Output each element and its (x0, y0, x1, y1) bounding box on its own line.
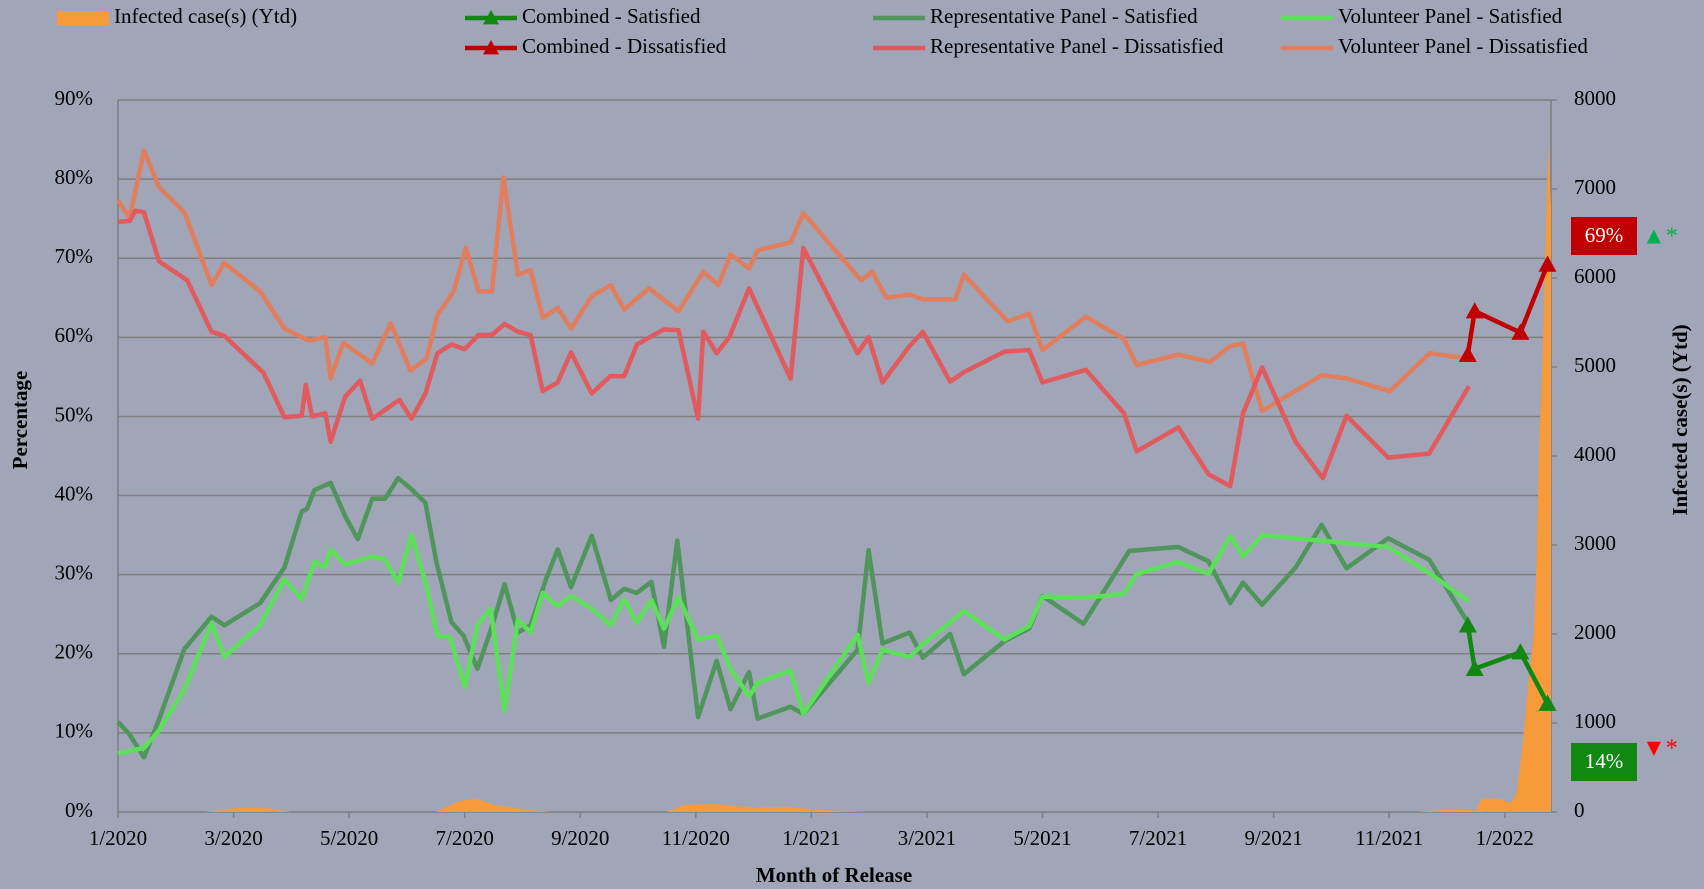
marker (1465, 659, 1484, 677)
y-tick-label: 60% (55, 323, 94, 347)
annotation: 14% (1585, 749, 1624, 773)
y-tick-label: 90% (55, 86, 94, 110)
y-tick-label: 70% (55, 244, 94, 268)
y2-tick-label: 4000 (1574, 442, 1616, 466)
x-tick-label: 1/2021 (782, 826, 840, 850)
y2-tick-label: 5000 (1574, 353, 1616, 377)
x-tick-label: 5/2021 (1013, 826, 1071, 850)
y-tick-label: 40% (55, 481, 94, 505)
marker (1538, 694, 1557, 711)
legend-label: Representative Panel - Dissatisfied (930, 34, 1224, 58)
line (116, 475, 1469, 760)
legend-label: Infected case(s) (Ytd) (114, 4, 297, 28)
line (1465, 624, 1550, 705)
annotation-box (1571, 743, 1637, 781)
legend-label: Representative Panel - Satisfied (930, 4, 1198, 28)
x-axis-title: Month of Release (756, 863, 912, 887)
x-tick-label: 5/2020 (320, 826, 378, 850)
x-tick-label: 7/2020 (436, 826, 494, 850)
annotation: ▼* (1642, 736, 1678, 762)
x-tick-label: 3/2020 (204, 826, 262, 850)
y2-tick-label: 0 (1574, 798, 1585, 822)
x-tick-label: 9/2021 (1244, 826, 1302, 850)
annotation: ▲* (1642, 224, 1678, 250)
marker (1511, 323, 1530, 340)
marker (1511, 643, 1530, 660)
line (117, 208, 1471, 489)
x-tick-label: 3/2021 (898, 826, 956, 850)
x-tick-label: 9/2020 (551, 826, 609, 850)
y-axis-title: Percentage (8, 371, 32, 470)
x-tick-label: 1/2022 (1476, 826, 1534, 850)
marker (1458, 616, 1477, 633)
legend-label: Volunteer Panel - Satisfied (1338, 4, 1563, 28)
y-tick-label: 20% (55, 640, 94, 664)
y-tick-label: 0% (65, 798, 93, 822)
y2-tick-label: 6000 (1574, 264, 1616, 288)
legend-label: Combined - Dissatisfied (522, 34, 727, 58)
line (117, 532, 1471, 756)
y-tick-label: 30% (55, 560, 94, 584)
annotation: 69% (1585, 223, 1624, 247)
x-tick-label: 11/2020 (662, 826, 730, 850)
y2-tick-label: 8000 (1574, 86, 1616, 110)
y-tick-label: 10% (55, 719, 94, 743)
y-tick-label: 80% (55, 165, 94, 189)
legend-label: Volunteer Panel - Dissatisfied (1338, 34, 1588, 58)
y2-tick-label: 2000 (1574, 620, 1616, 644)
marker (1458, 345, 1477, 362)
y2-tick-label: 1000 (1574, 709, 1616, 733)
line (116, 148, 1470, 414)
x-tick-label: 11/2021 (1355, 826, 1423, 850)
y-tick-label: 50% (55, 402, 94, 426)
x-tick-label: 7/2021 (1129, 826, 1187, 850)
marker (1465, 302, 1484, 319)
annotation-box (1571, 217, 1637, 255)
y2-tick-label: 3000 (1574, 531, 1616, 555)
legend-swatch (57, 11, 109, 25)
marker (1538, 255, 1557, 272)
legend-marker (483, 40, 499, 55)
y2-tick-label: 7000 (1574, 175, 1616, 199)
legend-label: Combined - Satisfied (522, 4, 701, 28)
y2-axis-title: Infected case(s) (Ytd) (1668, 324, 1692, 515)
line (1465, 263, 1550, 356)
x-tick-label: 1/2020 (89, 826, 147, 850)
legend-marker (483, 10, 499, 25)
